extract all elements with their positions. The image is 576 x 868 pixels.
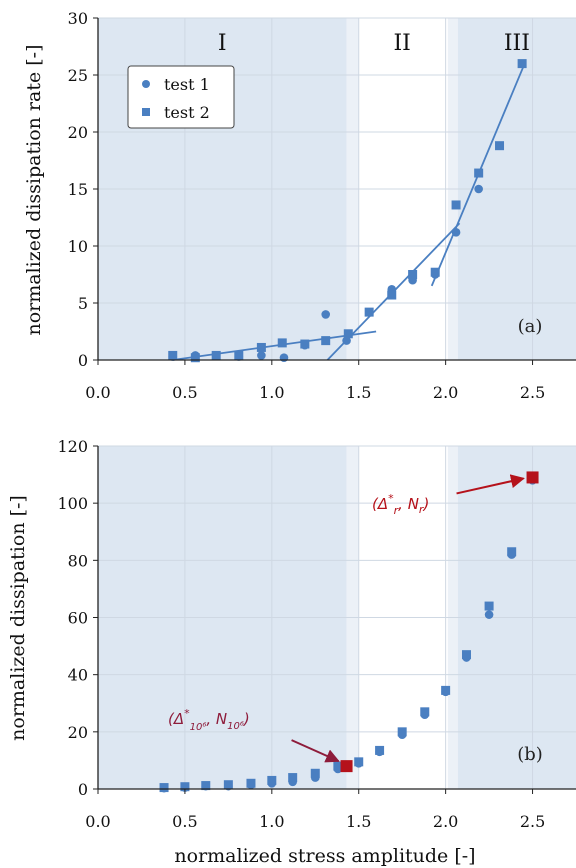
panel-b-x-axis-label: normalized stress amplitude [-] <box>174 845 475 867</box>
point-test-2 <box>267 775 277 785</box>
panel-b-y-ticks: 0 20 40 60 80 100 120 <box>57 437 98 799</box>
point-test-2 <box>234 350 244 360</box>
legend-label-test-2: test 2 <box>164 103 210 122</box>
panel-b-highlighted-points <box>340 471 539 773</box>
x-tick-label: 2.0 <box>433 383 458 402</box>
x-tick-label: 1.5 <box>346 383 371 402</box>
panel-b-chart: 0.0 0.5 1.0 1.5 2.0 2.5 0 20 40 60 80 100 120 (Δ*10… <box>7 437 576 867</box>
highlight-point <box>526 471 539 484</box>
legend-label-test-1: test 1 <box>164 75 210 94</box>
fit-line-1 <box>172 330 377 361</box>
y-tick-label: 60 <box>68 609 88 628</box>
point-test-1 <box>279 353 289 363</box>
y-tick-label: 0 <box>78 780 88 799</box>
y-tick-label: 10 <box>68 237 88 256</box>
point-test-2 <box>256 342 266 352</box>
region-label-III: III <box>504 31 530 56</box>
y-tick-label: 25 <box>68 66 88 85</box>
point-test-2 <box>333 761 343 771</box>
point-test-2 <box>484 601 494 611</box>
y-tick-label: 120 <box>57 437 88 456</box>
point-test-2 <box>159 783 169 793</box>
point-test-1 <box>342 336 351 345</box>
y-tick-label: 100 <box>57 494 88 513</box>
panel-a-grid <box>97 17 576 361</box>
legend-marker-test-2 <box>142 108 150 116</box>
point-test-2 <box>517 59 527 69</box>
y-tick-label: 0 <box>78 351 88 370</box>
x-tick-label: 0.0 <box>85 383 110 402</box>
y-tick-label: 80 <box>68 551 88 570</box>
y-tick-label: 40 <box>68 666 88 685</box>
point-test-2 <box>354 757 364 767</box>
y-tick-label: 30 <box>68 9 88 28</box>
point-test-2 <box>211 350 221 360</box>
panel-a-region-labels: I II III <box>218 31 530 56</box>
y-tick-label: 20 <box>68 723 88 742</box>
point-test-2 <box>451 200 461 210</box>
point-test-2 <box>495 141 505 151</box>
point-test-2 <box>387 290 397 300</box>
x-tick-label: 1.0 <box>259 812 284 831</box>
point-test-2 <box>397 727 407 737</box>
panel-a-markers <box>168 59 527 363</box>
x-tick-label: 2.0 <box>433 812 458 831</box>
point-test-2 <box>364 307 374 317</box>
point-test-2 <box>441 685 451 695</box>
x-tick-label: 2.5 <box>520 812 545 831</box>
x-tick-label: 0.0 <box>85 812 110 831</box>
point-test-2 <box>507 547 517 557</box>
annotation-arrow-10-6 <box>291 739 340 763</box>
annotation-label-10-6: (Δ*10⁶, N10⁶) <box>168 707 250 733</box>
point-test-2 <box>201 781 211 791</box>
y-tick-label: 20 <box>68 123 88 142</box>
point-test-1 <box>451 228 461 237</box>
panel-a-x-ticks: 0.0 0.5 1.0 1.5 2.0 2.5 <box>85 360 545 402</box>
panel-a-label: (a) <box>518 316 543 337</box>
y-tick-label: 5 <box>78 294 88 313</box>
highlight-point <box>340 760 353 773</box>
legend-marker-test-1 <box>142 80 150 88</box>
annotation-label-r: (Δ*r, Nr) <box>372 492 429 517</box>
point-test-1 <box>321 310 331 319</box>
point-test-2 <box>300 339 310 349</box>
region-label-I: I <box>218 31 227 56</box>
panel-b-annotations: (Δ*10⁶, N10⁶) (Δ*r, Nr) <box>168 474 525 763</box>
panel-b-y-axis-label: normalized dissipation [-] <box>7 495 29 741</box>
point-test-1 <box>474 184 483 194</box>
point-test-2 <box>408 270 418 279</box>
point-test-2 <box>288 773 298 783</box>
point-test-2 <box>190 353 200 363</box>
point-test-2 <box>321 336 331 346</box>
point-test-2 <box>420 707 430 717</box>
panel-a-y-ticks: 0 5 10 15 20 25 30 <box>68 9 98 370</box>
point-test-2 <box>246 778 256 788</box>
x-tick-label: 1.0 <box>259 383 284 402</box>
point-test-2 <box>180 782 190 792</box>
point-test-2 <box>343 329 353 339</box>
panel-b-x-ticks: 0.0 0.5 1.0 1.5 2.0 2.5 <box>85 789 545 831</box>
x-tick-label: 2.5 <box>520 383 545 402</box>
point-test-2 <box>223 780 233 790</box>
annotation-arrow-r <box>456 474 525 495</box>
point-test-2 <box>461 650 471 660</box>
point-test-2 <box>430 267 440 277</box>
point-test-2 <box>474 168 484 178</box>
point-test-2 <box>310 768 320 778</box>
point-test-1 <box>484 610 494 619</box>
region-label-II: II <box>393 31 410 56</box>
panel-b-label: (b) <box>517 744 543 765</box>
point-test-2 <box>168 350 178 360</box>
point-test-2 <box>375 745 385 755</box>
y-tick-label: 15 <box>68 180 88 199</box>
x-tick-label: 1.5 <box>346 812 371 831</box>
panel-a-y-axis-label: normalized dissipation rate [-] <box>23 44 45 335</box>
legend: test 1 test 2 <box>127 65 235 129</box>
point-test-1 <box>257 351 266 360</box>
point-test-2 <box>277 338 287 348</box>
x-tick-label: 0.5 <box>172 383 197 402</box>
x-tick-label: 0.5 <box>172 812 197 831</box>
